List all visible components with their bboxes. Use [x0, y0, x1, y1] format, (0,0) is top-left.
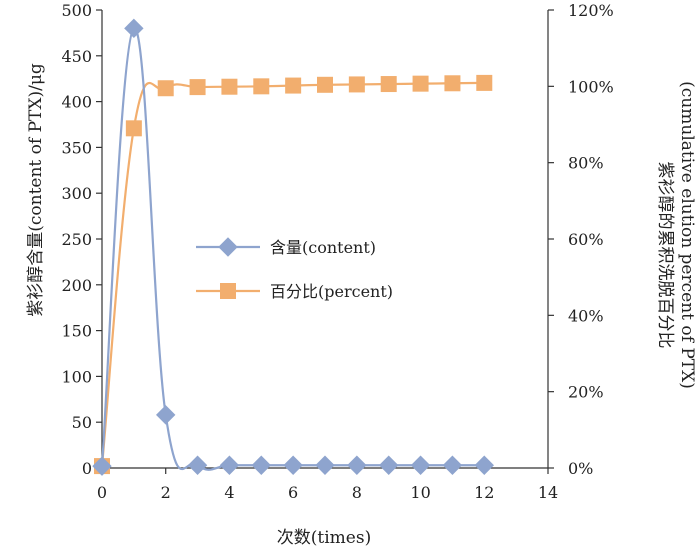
diamond-data-point: [347, 455, 367, 475]
diamond-data-point: [410, 455, 431, 475]
x-tick-label: 6: [288, 483, 298, 502]
diamond-data-point: [474, 455, 494, 475]
right-y-tick-label: 80%: [568, 154, 604, 173]
diamond-data-point: [92, 456, 112, 476]
left-y-tick-label: 0: [82, 459, 92, 478]
x-tick-label: 0: [97, 483, 107, 502]
diamond-data-point: [219, 455, 240, 475]
square-data-point: [444, 75, 461, 92]
square-data-point: [253, 78, 270, 95]
left-y-tick-label: 50: [72, 413, 92, 432]
x-tick-label: 10: [410, 483, 430, 502]
square-data-point: [285, 77, 302, 94]
series-content: [92, 18, 494, 476]
left-y-axis-title: 紫衫醇含量(content of PTX)/μg: [26, 63, 46, 317]
x-tick-label: 2: [161, 483, 171, 502]
legend-diamond-icon: [218, 237, 238, 257]
diamond-data-point: [251, 455, 271, 475]
series-layer: [92, 18, 494, 476]
diamond-data-point: [283, 455, 303, 475]
right-y-tick-label: 40%: [568, 306, 604, 325]
diamond-data-point: [187, 455, 208, 475]
series-percent: [94, 74, 493, 475]
right-y-tick-label: 20%: [568, 383, 604, 402]
right-y-axis-title-line1: 紫衫醇的累积洗脱百分比: [655, 162, 675, 349]
left-y-tick-label: 250: [61, 230, 92, 249]
left-y-tick-label: 200: [61, 276, 92, 295]
legend-item: 百分比(percent): [196, 282, 393, 301]
square-data-point: [380, 76, 397, 93]
square-data-point: [221, 78, 238, 95]
legend: 含量(content) 百分比(percent): [196, 237, 393, 301]
left-y-tick-label: 450: [61, 47, 92, 66]
x-tick-label: 14: [538, 483, 558, 502]
series-line: [100, 81, 485, 467]
x-tick-label: 12: [474, 483, 494, 502]
right-y-axis-title-line2: (cumulative elution percent of PTX): [677, 81, 697, 389]
square-data-point: [317, 76, 333, 93]
left-y-tick-label: 100: [61, 367, 92, 386]
square-data-point: [476, 74, 493, 91]
legend-item: 含量(content): [196, 237, 376, 257]
left-y-tick-label: 400: [61, 93, 92, 112]
square-data-point: [412, 75, 429, 92]
left-y-tick-label: 500: [61, 1, 92, 20]
diamond-data-point: [156, 405, 176, 425]
left-y-tick-label: 300: [61, 184, 92, 203]
diamond-data-point: [124, 18, 144, 39]
right-y-tick-label: 60%: [568, 230, 604, 249]
x-tick-label: 4: [224, 483, 234, 502]
axes: 0 2 4 6 8 10 12 14 0 50 100 150 200 250 300 350 400 450 50…: [61, 1, 613, 502]
diamond-data-point: [315, 455, 335, 475]
legend-label: 含量(content): [270, 238, 376, 257]
square-data-point: [348, 76, 365, 93]
right-y-tick-label: 100%: [568, 77, 614, 96]
right-y-tick-label: 0%: [568, 459, 593, 478]
left-y-tick-label: 350: [61, 138, 92, 157]
left-y-tick-label: 150: [61, 322, 92, 341]
square-data-point: [189, 79, 206, 96]
legend-label: 百分比(percent): [270, 282, 393, 301]
right-y-tick-label: 120%: [568, 1, 614, 20]
square-data-point: [125, 120, 142, 137]
legend-square-icon: [220, 283, 236, 299]
diamond-data-point: [379, 455, 399, 475]
square-data-point: [157, 80, 174, 97]
diamond-data-point: [442, 455, 463, 475]
x-tick-label: 8: [352, 483, 362, 502]
x-axis-title: 次数(times): [277, 528, 371, 548]
